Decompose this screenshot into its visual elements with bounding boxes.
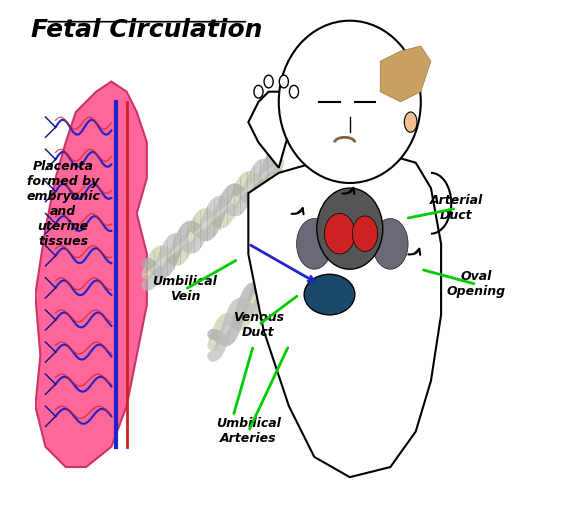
Polygon shape <box>248 93 299 168</box>
Text: Umbilical
Arteries: Umbilical Arteries <box>216 416 281 444</box>
Ellipse shape <box>352 216 378 252</box>
Polygon shape <box>35 82 147 467</box>
Text: Placenta
formed by
embryonic
and
uterine
tissues: Placenta formed by embryonic and uterine… <box>26 160 100 248</box>
Ellipse shape <box>317 189 383 270</box>
Text: Oval
Opening: Oval Opening <box>447 270 506 298</box>
Text: Fetal Circulation: Fetal Circulation <box>31 18 263 42</box>
Ellipse shape <box>279 76 289 89</box>
Text: Umbilical
Vein: Umbilical Vein <box>152 275 217 303</box>
Ellipse shape <box>254 86 263 99</box>
Text: Venous
Duct: Venous Duct <box>233 310 284 338</box>
Ellipse shape <box>289 86 298 99</box>
Polygon shape <box>380 47 431 103</box>
Ellipse shape <box>304 275 355 315</box>
Ellipse shape <box>373 219 408 270</box>
Text: Arterial
Duct: Arterial Duct <box>430 194 483 222</box>
Polygon shape <box>248 153 441 477</box>
Ellipse shape <box>279 22 421 184</box>
Ellipse shape <box>297 219 332 270</box>
Ellipse shape <box>324 214 355 254</box>
Ellipse shape <box>264 76 273 89</box>
Ellipse shape <box>404 113 417 133</box>
